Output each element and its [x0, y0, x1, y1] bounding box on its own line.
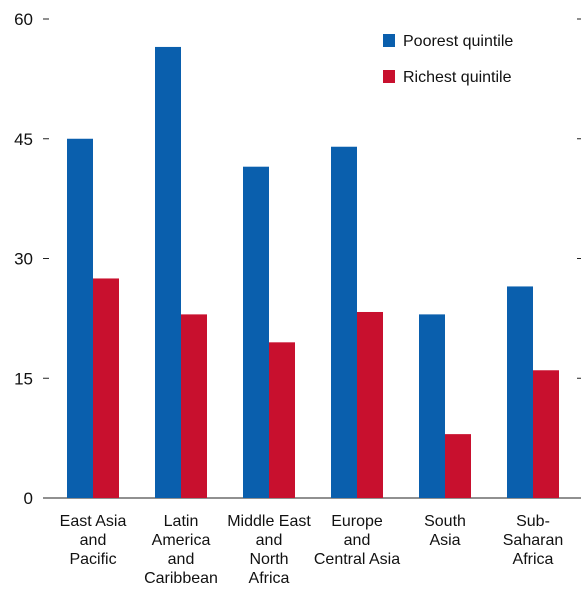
category-label-line: Pacific	[69, 551, 116, 568]
category-label-line: Africa	[249, 570, 290, 587]
bar-poorest-1	[155, 46, 181, 499]
legend-swatch-poorest	[383, 34, 395, 47]
bar-poorest-3	[331, 146, 357, 498]
bars	[67, 46, 559, 499]
category-label: East Asia and Pacific	[60, 513, 127, 568]
category-label-line: Caribbean	[144, 570, 218, 587]
category-label-line: and	[256, 532, 283, 549]
y-tick-label: 0	[24, 489, 33, 508]
category-label: Europe and Central Asia	[314, 513, 400, 568]
bar-richest-3	[357, 311, 383, 498]
legend-label-richest: Richest quintile	[403, 69, 512, 86]
category-label-line: Africa	[513, 551, 554, 568]
y-tick-label: 15	[14, 369, 33, 388]
category-label: South Asia	[424, 513, 466, 549]
category-label-line: and	[80, 532, 107, 549]
legend-swatch-richest	[383, 70, 395, 83]
category-label-line: Europe	[331, 513, 383, 530]
bar-poorest-4	[419, 314, 445, 498]
category-label-line: and	[168, 551, 195, 568]
bar-richest-2	[269, 342, 295, 498]
legend: Poorest quintile Richest quintile	[383, 33, 513, 86]
bar-richest-4	[445, 434, 471, 498]
category-label-line: East Asia	[60, 513, 127, 530]
category-label-line: North	[249, 551, 288, 568]
category-label-line: America	[152, 532, 211, 549]
category-label: Latin America and Caribbean	[144, 513, 218, 587]
y-tick-label: 60	[14, 10, 33, 29]
category-label-line: Sub-	[516, 513, 550, 530]
category-label: Middle East and North Africa	[227, 513, 311, 587]
category-label-line: Central Asia	[314, 551, 400, 568]
bar-poorest-0	[67, 138, 93, 498]
bar-richest-5	[533, 370, 559, 498]
bar-richest-1	[181, 314, 207, 498]
category-label-line: Saharan	[503, 532, 564, 549]
category-label-line: Middle East	[227, 513, 311, 530]
category-label-line: Latin	[164, 513, 199, 530]
bar-poorest-5	[507, 286, 533, 498]
y-tick-label: 30	[14, 250, 33, 269]
category-label-line: South	[424, 513, 466, 530]
y-tick-label: 45	[14, 130, 33, 149]
category-label-line: Asia	[429, 532, 460, 549]
category-labels: East Asia and Pacific Latin America and Caribb…	[60, 513, 564, 587]
legend-label-poorest: Poorest quintile	[403, 33, 513, 50]
axes: 0 15 30 45 60	[14, 10, 581, 508]
category-label: Sub- Saharan Africa	[503, 513, 564, 568]
bar-richest-0	[93, 278, 119, 498]
bar-poorest-2	[243, 166, 269, 499]
category-label-line: and	[344, 532, 371, 549]
